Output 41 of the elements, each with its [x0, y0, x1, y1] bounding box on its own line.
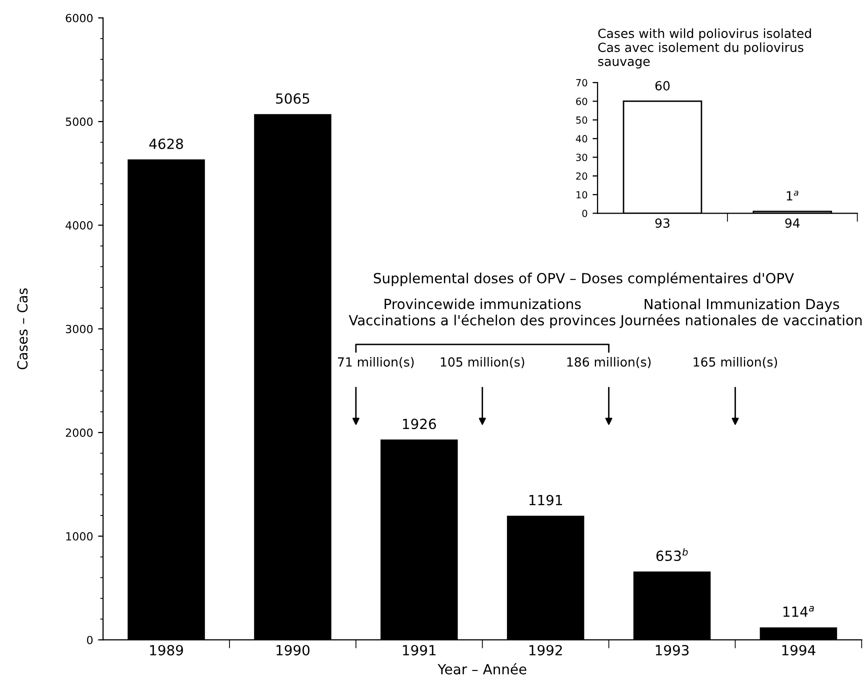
y-tick-label: 10	[576, 191, 588, 198]
x-tick-label: 1992	[529, 644, 562, 656]
data-label: 1926	[402, 418, 436, 430]
y-tick-label: 1000	[66, 532, 93, 541]
y-tick-label: 2000	[66, 428, 93, 437]
x-tick-label: 93	[655, 218, 670, 228]
x-tick-label: 1991	[402, 644, 436, 656]
x-axis-title: Year – Année	[438, 663, 526, 674]
y-tick-label: 50	[576, 116, 588, 124]
x-tick-label: 1990	[276, 644, 310, 656]
x-tick-label: 1993	[656, 644, 689, 656]
x-tick-label: 1994	[782, 644, 816, 656]
annotation: Supplemental doses of OPV – Doses complémentaires d'OPV	[374, 272, 794, 286]
annotation: Provincewide immunizations Vaccinations a l'échelon des provinces	[348, 298, 616, 328]
x-tick-label: 94	[785, 218, 800, 228]
y-tick-label: 30	[576, 154, 588, 162]
y-tick-label: 5000	[66, 118, 93, 126]
annotation: National Immunization Days Journées nationales de vaccination	[620, 298, 862, 328]
y-tick-label: 6000	[66, 14, 93, 22]
y-tick-label: 4000	[66, 221, 93, 230]
annotation: 105 million(s)	[440, 357, 524, 368]
y-tick-label: 0	[582, 210, 588, 218]
x-tick-label: 1989	[150, 644, 183, 656]
y-tick-label: 3000	[66, 324, 93, 334]
data-label: 4628	[149, 138, 183, 150]
data-label: 60	[655, 81, 670, 90]
y-axis-title: Cases – Cas	[17, 288, 28, 370]
data-label: 114$^{a}$	[783, 606, 814, 617]
annotation: 186 million(s)	[567, 357, 651, 368]
y-tick-label: 70	[576, 79, 588, 86]
y-tick-label: 20	[576, 172, 588, 180]
data-label: 1191	[529, 494, 562, 506]
data-label: 653$^{b}$	[656, 548, 688, 562]
data-label: 5065	[276, 93, 310, 104]
y-tick-label: 40	[576, 135, 588, 142]
y-tick-label: 60	[576, 98, 588, 106]
chart-title: Cases with wild poliovirus isolated Cas avec isolement du poliovirus sauvage	[598, 28, 811, 68]
data-label: 1$^{a}$	[786, 190, 798, 200]
annotation: 71 million(s)	[338, 357, 414, 368]
annotation: 165 million(s)	[694, 357, 778, 368]
y-tick-label: 0	[86, 636, 93, 644]
